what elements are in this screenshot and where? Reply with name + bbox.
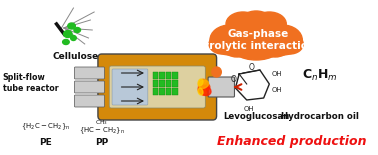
Text: OH: OH xyxy=(243,106,254,112)
Text: $\mathsf{\{HC-CH_2\}_n}$: $\mathsf{\{HC-CH_2\}_n}$ xyxy=(79,125,125,135)
Text: Gas-phase
pyrolytic interactions: Gas-phase pyrolytic interactions xyxy=(195,29,321,51)
Text: Levoglucosan: Levoglucosan xyxy=(223,112,289,121)
Text: PE: PE xyxy=(39,138,51,147)
Ellipse shape xyxy=(198,88,203,95)
Bar xyxy=(153,80,158,87)
Ellipse shape xyxy=(263,25,302,55)
Text: O: O xyxy=(231,75,237,84)
Ellipse shape xyxy=(226,12,260,36)
FancyBboxPatch shape xyxy=(74,67,105,79)
Text: PP: PP xyxy=(95,138,108,147)
Bar xyxy=(159,88,165,95)
FancyBboxPatch shape xyxy=(74,81,105,93)
Text: $\mathbf{C}_n\mathbf{H}_m$: $\mathbf{C}_n\mathbf{H}_m$ xyxy=(302,67,338,83)
Ellipse shape xyxy=(198,87,206,95)
Circle shape xyxy=(212,67,221,77)
Bar xyxy=(159,80,165,87)
Ellipse shape xyxy=(209,34,235,54)
Ellipse shape xyxy=(74,27,81,33)
Bar xyxy=(172,88,178,95)
Text: $\mathsf{CH_3}$: $\mathsf{CH_3}$ xyxy=(95,118,108,127)
FancyBboxPatch shape xyxy=(74,95,105,107)
Text: O: O xyxy=(248,64,254,73)
FancyBboxPatch shape xyxy=(98,54,217,120)
Text: Enhanced production: Enhanced production xyxy=(217,135,367,148)
Text: OH: OH xyxy=(271,71,282,77)
Ellipse shape xyxy=(71,35,76,40)
Ellipse shape xyxy=(210,25,249,55)
Ellipse shape xyxy=(253,12,286,36)
Ellipse shape xyxy=(64,31,72,38)
Ellipse shape xyxy=(223,39,251,57)
Text: Hydrocarbon oil: Hydrocarbon oil xyxy=(281,112,359,121)
Ellipse shape xyxy=(198,79,203,86)
Bar xyxy=(153,88,158,95)
Text: Cellulose: Cellulose xyxy=(52,52,98,61)
Ellipse shape xyxy=(198,79,206,87)
Ellipse shape xyxy=(198,80,209,89)
FancyBboxPatch shape xyxy=(112,69,148,105)
Text: $\mathsf{\{H_2C-CH_2\}_n}$: $\mathsf{\{H_2C-CH_2\}_n}$ xyxy=(20,122,70,133)
Text: OH: OH xyxy=(271,87,282,93)
Ellipse shape xyxy=(198,83,210,91)
Ellipse shape xyxy=(277,34,303,54)
Ellipse shape xyxy=(198,85,211,95)
FancyBboxPatch shape xyxy=(109,66,205,108)
Bar xyxy=(166,88,171,95)
Bar xyxy=(159,72,165,79)
Bar xyxy=(172,80,178,87)
FancyBboxPatch shape xyxy=(208,77,234,97)
Ellipse shape xyxy=(228,24,284,60)
Ellipse shape xyxy=(261,39,289,57)
Bar xyxy=(166,72,171,79)
Ellipse shape xyxy=(63,40,69,44)
Ellipse shape xyxy=(68,23,75,29)
Ellipse shape xyxy=(224,19,288,57)
Text: Split-flow
tube reactor: Split-flow tube reactor xyxy=(3,73,59,93)
Bar xyxy=(172,72,178,79)
Ellipse shape xyxy=(240,11,272,33)
Bar xyxy=(153,72,158,79)
Bar xyxy=(166,80,171,87)
